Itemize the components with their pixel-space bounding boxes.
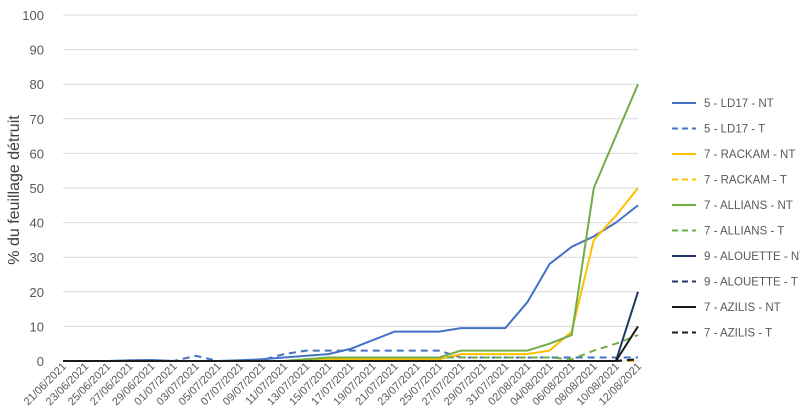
legend-label: 7 - RACKAM - NT — [704, 149, 795, 161]
y-axis-ticks: 0 10 20 30 40 50 60 70 80 90 100 — [22, 8, 44, 369]
legend-label: 9 - ALOUETTE - T — [704, 277, 798, 289]
y-tick-label: 80 — [30, 77, 44, 92]
legend: 5 - LD17 - NT 5 - LD17 - T 7 - RACKAM - NT… — [672, 98, 800, 340]
legend-label: 7 - ALLIANS - NT — [704, 200, 793, 212]
y-tick-label: 40 — [30, 216, 44, 231]
series-line-2 — [63, 349, 638, 362]
legend-label: 7 - AZILIS - T — [704, 328, 772, 340]
y-tick-label: 90 — [30, 43, 44, 58]
series-line-1 — [63, 204, 639, 362]
legend-label: 5 - LD17 - T — [704, 124, 765, 136]
legend-label: 7 - ALLIANS - T — [704, 226, 784, 238]
y-tick-label: 10 — [30, 319, 44, 334]
y-tick-label: 70 — [30, 112, 44, 127]
series-lines — [63, 83, 639, 362]
x-axis-ticks: 21/06/202123/06/202125/06/202127/06/2021… — [22, 361, 644, 408]
y-tick-label: 100 — [22, 8, 44, 23]
y-tick-label: 60 — [30, 146, 44, 161]
y-tick-label: 30 — [30, 250, 44, 265]
gridlines — [63, 14, 638, 327]
y-tick-label: 20 — [30, 285, 44, 300]
y-tick-label: 0 — [37, 354, 44, 369]
legend-label: 7 - RACKAM - T — [704, 175, 787, 187]
legend-label: 9 - ALOUETTE - NT — [704, 251, 800, 263]
legend-label: 5 - LD17 - NT — [704, 98, 774, 110]
series-line-3 — [63, 187, 639, 362]
y-axis-label: % du feuillage détruit — [6, 115, 23, 265]
y-tick-label: 50 — [30, 181, 44, 196]
series-line-9 — [63, 325, 639, 362]
legend-label: 7 - AZILIS - NT — [704, 302, 781, 314]
